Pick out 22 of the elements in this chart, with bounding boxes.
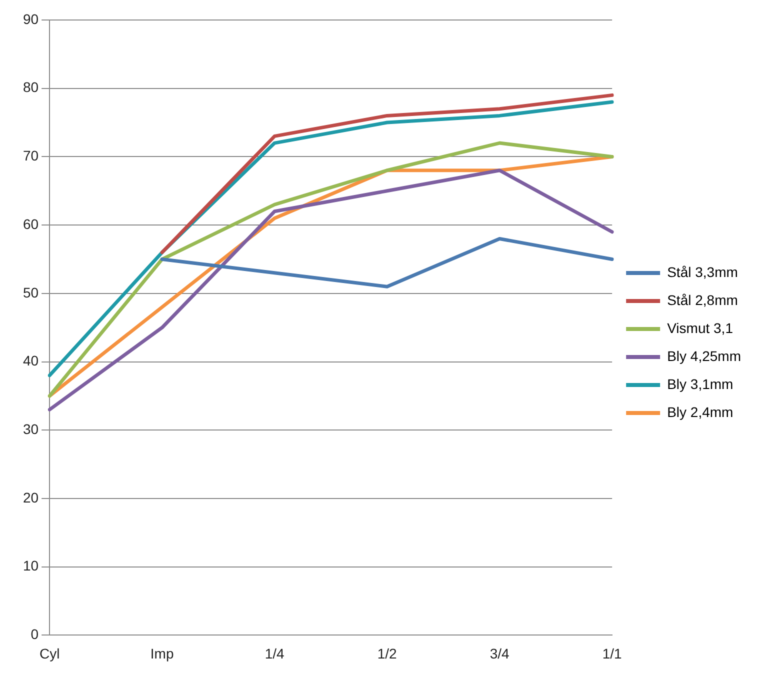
- y-tick-label: 20: [22, 489, 39, 506]
- legend-label: Bly 4,25mm: [667, 348, 742, 364]
- y-tick-label: 70: [22, 148, 39, 164]
- x-tick-label: Cyl: [39, 645, 60, 662]
- y-tick-label: 0: [30, 626, 39, 642]
- legend-label: Stål 2,8mm: [667, 292, 738, 308]
- y-tick-label: 80: [22, 79, 39, 96]
- legend-label: Bly 2,4mm: [667, 404, 734, 420]
- y-tick-label: 10: [22, 558, 39, 574]
- y-tick-label: 90: [22, 10, 39, 27]
- x-tick-label: 1/4: [264, 645, 285, 662]
- y-tick-label: 40: [22, 352, 39, 369]
- y-tick-label: 30: [22, 420, 39, 437]
- legend-label: Stål 3,3mm: [667, 264, 738, 280]
- legend-label: Bly 3,1mm: [667, 376, 734, 392]
- x-tick-label: Imp: [150, 645, 174, 662]
- y-tick-label: 50: [22, 284, 39, 300]
- x-tick-label: 1/1: [602, 645, 622, 662]
- x-tick-label: 3/4: [490, 645, 510, 662]
- legend-label: Vismut 3,1: [667, 320, 734, 336]
- y-tick-label: 60: [22, 216, 39, 232]
- x-tick-label: 1/2: [377, 645, 398, 662]
